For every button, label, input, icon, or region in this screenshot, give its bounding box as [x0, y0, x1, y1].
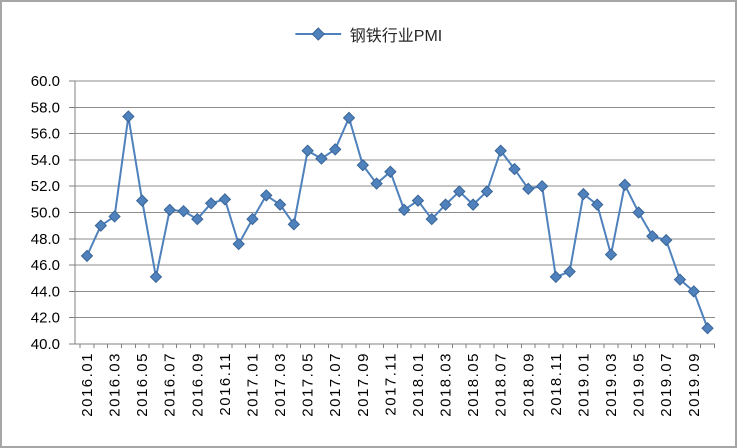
data-point	[480, 185, 494, 198]
data-point	[135, 194, 149, 207]
data-point	[687, 285, 700, 298]
x-tick-label: 2019.05	[631, 352, 648, 417]
data-point	[659, 233, 673, 247]
data-point	[315, 152, 328, 165]
data-point	[522, 182, 535, 196]
data-point	[563, 265, 576, 278]
x-tick-label: 2017.07	[327, 352, 344, 417]
data-point	[384, 165, 397, 178]
data-point	[591, 198, 604, 211]
data-point	[273, 198, 287, 211]
data-point	[356, 158, 370, 172]
x-tick-label: 2018.09	[520, 352, 537, 417]
x-tick-label: 2018.07	[493, 352, 510, 417]
x-tick-label: 2016.11	[217, 352, 234, 416]
series-line	[86, 115, 709, 330]
data-point	[370, 177, 383, 190]
x-tick-label: 2019.01	[575, 352, 592, 417]
data-point	[604, 248, 618, 261]
data-point	[453, 185, 466, 198]
y-tick-label: 60.0	[31, 73, 60, 90]
x-tick-label: 2018.11	[548, 352, 565, 416]
data-point	[439, 198, 452, 211]
data-point	[122, 110, 135, 123]
x-tick-label: 2018.05	[465, 352, 482, 417]
x-tick-label: 2016.05	[134, 352, 151, 417]
x-tick-label: 2019.07	[658, 352, 675, 417]
x-tick-label: 2019.09	[686, 352, 703, 417]
x-tick-label: 2017.11	[382, 352, 399, 416]
data-point	[80, 249, 94, 263]
data-point	[163, 203, 176, 217]
y-tick-label: 56.0	[31, 126, 60, 143]
x-tick-label: 2018.01	[410, 352, 427, 417]
data-point	[177, 204, 190, 218]
data-point	[301, 144, 314, 157]
x-tick-label: 2016.03	[107, 352, 124, 417]
legend-label: 钢铁行业PMI	[349, 28, 443, 45]
data-point	[425, 212, 438, 226]
data-point	[577, 187, 590, 201]
data-point	[260, 189, 273, 202]
x-tick-label: 2018.03	[438, 352, 455, 417]
legend: 钢铁行业PMI	[294, 22, 443, 46]
data-point	[508, 162, 521, 176]
y-tick-label: 48.0	[31, 231, 60, 248]
legend-line-marker-icon	[294, 27, 341, 41]
x-tick-label: 2016.09	[189, 352, 206, 417]
data-point	[329, 143, 342, 156]
x-tick-label: 2017.01	[244, 352, 261, 417]
x-tick-label: 2017.05	[300, 352, 317, 417]
y-tick-label: 52.0	[31, 178, 60, 195]
data-point	[108, 210, 121, 223]
data-point	[618, 178, 632, 192]
data-point	[646, 229, 659, 243]
data-point	[94, 219, 107, 232]
data-point	[287, 218, 301, 231]
x-tick-label: 2017.03	[272, 352, 289, 417]
data-point	[549, 270, 563, 284]
data-point	[701, 322, 714, 335]
x-tick-label: 2019.03	[603, 352, 620, 417]
x-tick-label: 2017.09	[355, 352, 372, 417]
x-tick-label: 2016.01	[79, 352, 96, 417]
y-tick-label: 54.0	[31, 152, 60, 169]
x-tick-label: 2016.07	[162, 352, 179, 417]
data-point	[246, 212, 259, 226]
data-point	[342, 111, 356, 125]
data-point	[204, 197, 218, 210]
y-tick-label: 40.0	[31, 336, 60, 353]
data-point	[397, 203, 411, 217]
data-point	[191, 212, 204, 226]
y-tick-label: 46.0	[31, 257, 60, 274]
data-point	[535, 179, 549, 193]
data-point	[494, 144, 507, 157]
data-point	[232, 237, 245, 251]
data-point	[149, 270, 163, 284]
y-tick-label: 50.0	[31, 205, 60, 222]
y-tick-label: 42.0	[31, 310, 60, 327]
data-point	[411, 194, 425, 207]
y-tick-label: 44.0	[31, 283, 60, 300]
data-point	[466, 198, 480, 211]
data-point	[218, 193, 232, 206]
data-point	[632, 206, 645, 219]
data-point	[673, 273, 687, 286]
y-tick-label: 58.0	[31, 99, 60, 116]
